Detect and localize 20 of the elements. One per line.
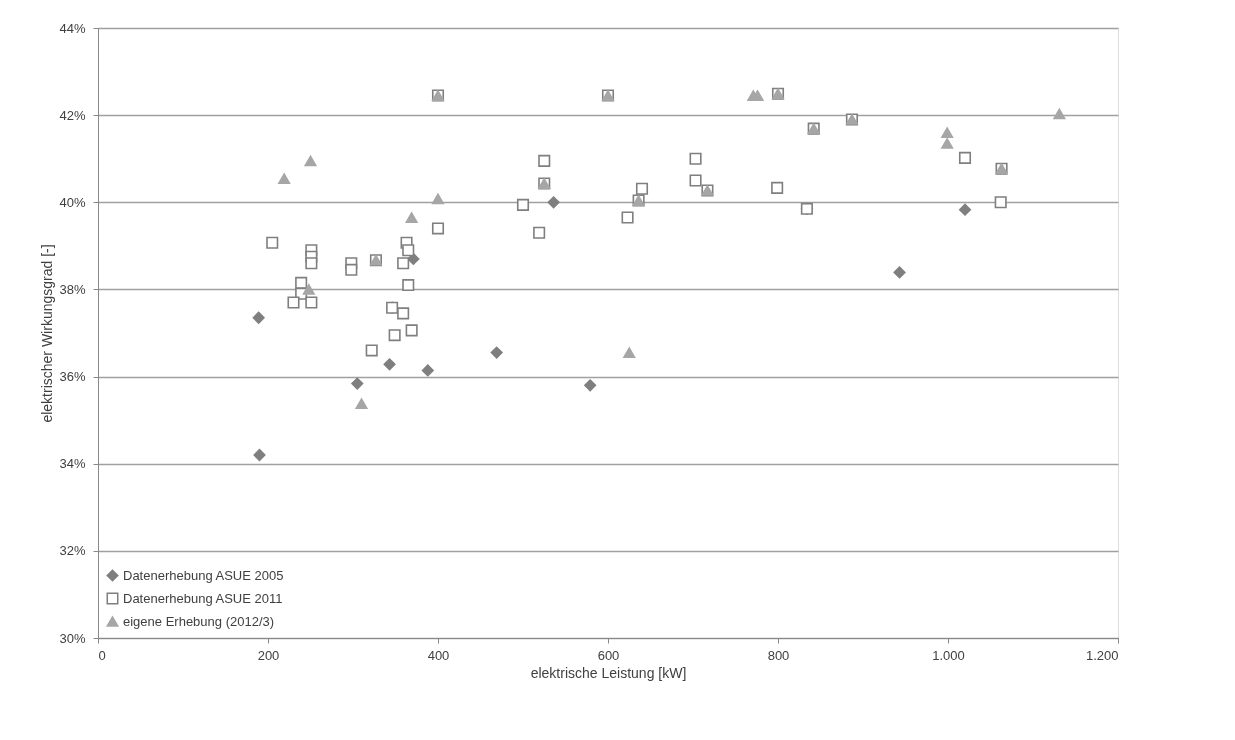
x-tick-label: 1.200 — [1085, 647, 1119, 663]
legend-label: Datenerhebung ASUE 2005 — [123, 567, 284, 583]
y-tick-label: 40% — [59, 194, 86, 210]
y-tick-label: 30% — [59, 630, 86, 646]
x-tick-label: 400 — [427, 647, 450, 663]
y-tick-label: 38% — [59, 281, 86, 297]
y-axis-title: elektrischer Wirkungsgrad [-] — [39, 244, 56, 423]
x-tick-label: 0 — [98, 647, 106, 663]
legend-label: eigene Erhebung (2012/3) — [123, 613, 275, 629]
y-tick-label: 42% — [59, 107, 86, 123]
y-tick-label: 34% — [59, 456, 86, 472]
x-tick-label: 200 — [257, 647, 280, 663]
y-tick-label: 36% — [59, 369, 86, 385]
x-axis-title: elektrische Leistung [kW] — [530, 664, 687, 681]
legend-label: Datenerhebung ASUE 2011 — [123, 590, 283, 606]
x-tick-label: 800 — [767, 647, 790, 663]
x-tick-label: 1.000 — [932, 647, 965, 663]
x-tick-label: 600 — [597, 647, 620, 663]
y-tick-label: 32% — [59, 543, 86, 559]
y-tick-label: 44% — [59, 20, 86, 36]
